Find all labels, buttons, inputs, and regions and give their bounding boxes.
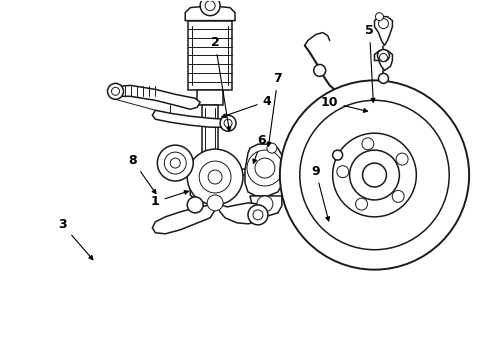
Circle shape <box>248 205 268 225</box>
Polygon shape <box>215 203 263 224</box>
Circle shape <box>392 190 404 202</box>
Circle shape <box>349 150 399 200</box>
Circle shape <box>187 197 203 213</box>
Text: 2: 2 <box>211 36 231 131</box>
Polygon shape <box>197 175 223 185</box>
Circle shape <box>224 119 232 127</box>
Text: 4: 4 <box>222 95 271 117</box>
Text: 9: 9 <box>312 165 330 221</box>
Polygon shape <box>152 203 215 234</box>
Circle shape <box>363 163 387 187</box>
Circle shape <box>362 138 374 150</box>
Polygon shape <box>190 185 230 200</box>
Polygon shape <box>185 6 235 21</box>
Polygon shape <box>202 105 218 175</box>
Circle shape <box>247 150 283 186</box>
Polygon shape <box>188 21 232 90</box>
Circle shape <box>378 73 389 84</box>
Polygon shape <box>152 110 228 127</box>
Circle shape <box>280 80 469 270</box>
Circle shape <box>112 87 120 95</box>
Polygon shape <box>250 196 282 216</box>
Circle shape <box>220 115 236 131</box>
Text: 6: 6 <box>253 134 266 163</box>
Circle shape <box>157 145 193 181</box>
Circle shape <box>257 196 273 212</box>
Circle shape <box>253 210 263 220</box>
Circle shape <box>396 153 408 165</box>
Polygon shape <box>374 50 392 71</box>
Circle shape <box>333 133 416 217</box>
Circle shape <box>164 152 186 174</box>
Polygon shape <box>238 166 272 178</box>
Circle shape <box>333 150 343 160</box>
Circle shape <box>314 64 326 76</box>
Circle shape <box>377 50 390 62</box>
Circle shape <box>187 149 243 205</box>
Circle shape <box>200 0 220 15</box>
Circle shape <box>300 100 449 250</box>
Text: 5: 5 <box>365 24 375 102</box>
Text: 8: 8 <box>128 154 156 194</box>
Circle shape <box>107 84 123 99</box>
Circle shape <box>199 161 231 193</box>
Polygon shape <box>245 144 282 196</box>
Circle shape <box>267 143 277 153</box>
Polygon shape <box>116 85 200 109</box>
Text: 10: 10 <box>321 96 368 112</box>
Circle shape <box>255 158 275 178</box>
Circle shape <box>356 198 368 210</box>
Circle shape <box>205 1 215 11</box>
Circle shape <box>337 166 349 178</box>
Polygon shape <box>197 90 223 105</box>
Circle shape <box>378 19 389 28</box>
Text: 7: 7 <box>267 72 282 146</box>
Circle shape <box>207 195 223 211</box>
Polygon shape <box>190 153 240 200</box>
Circle shape <box>208 170 222 184</box>
Text: 3: 3 <box>58 218 93 260</box>
Text: 1: 1 <box>151 190 188 208</box>
Circle shape <box>171 158 180 168</box>
Circle shape <box>379 54 388 62</box>
Polygon shape <box>374 17 392 45</box>
Circle shape <box>375 13 384 21</box>
